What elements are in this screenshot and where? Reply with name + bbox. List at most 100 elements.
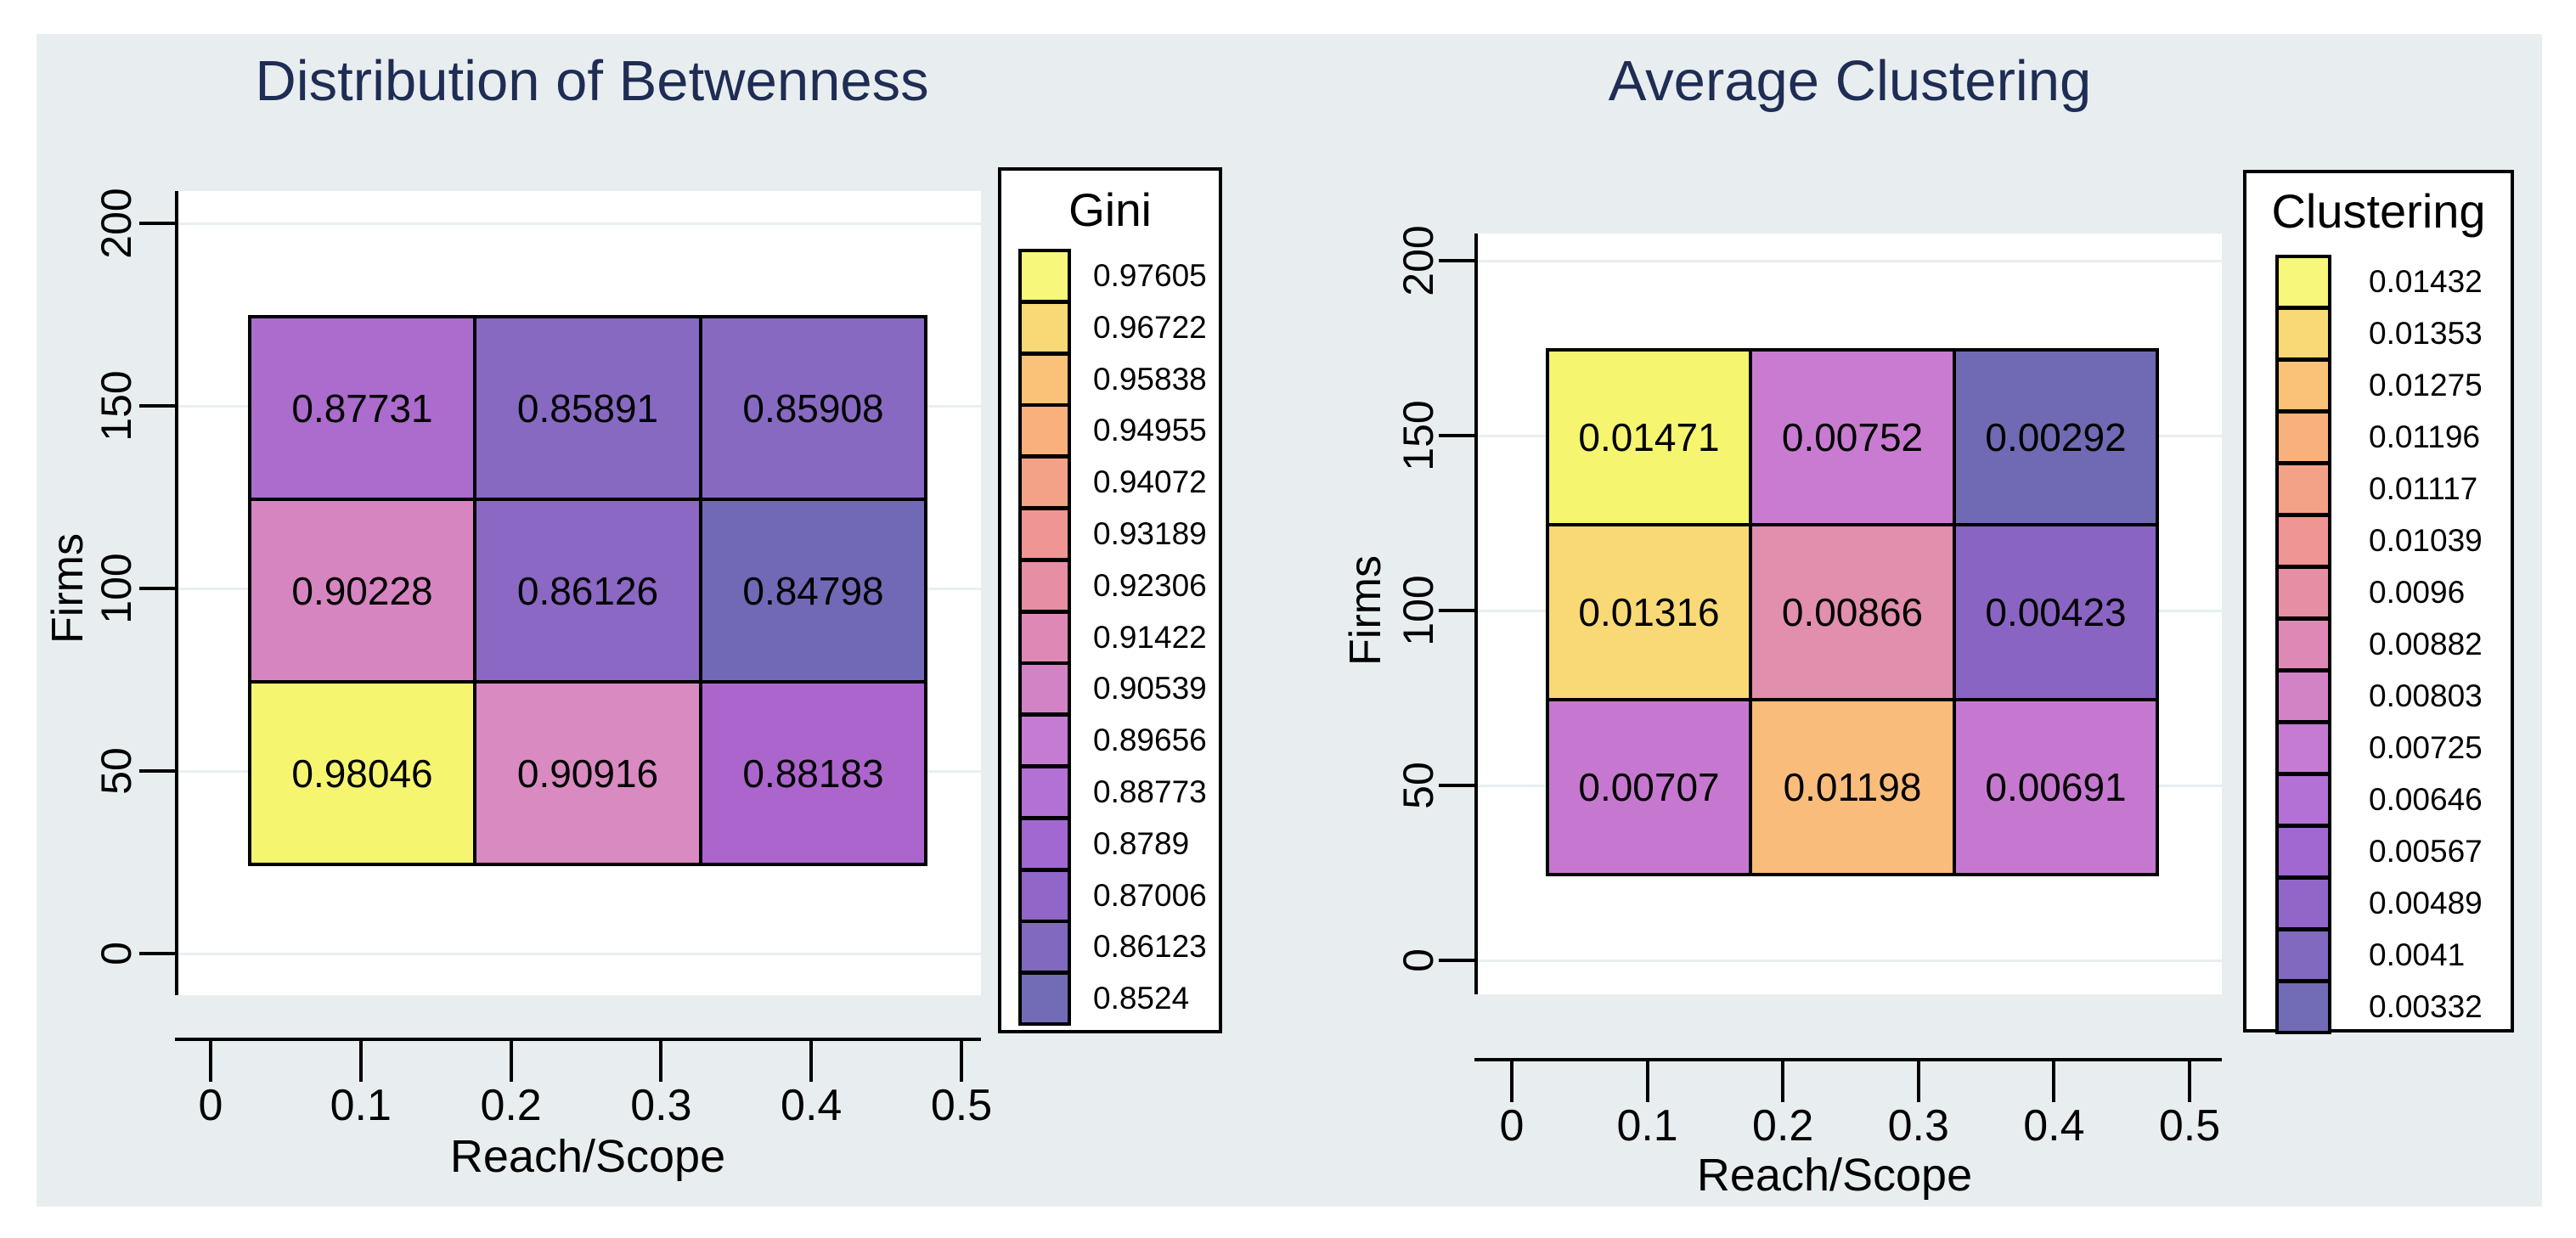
legend-label: 0.00882 bbox=[2369, 627, 2483, 661]
cell-value: 0.88183 bbox=[742, 751, 884, 796]
y-tick bbox=[1439, 784, 1474, 787]
legend-swatch bbox=[2275, 514, 2331, 568]
x-tick bbox=[1510, 1061, 1513, 1102]
y-tick bbox=[139, 222, 175, 225]
x-tick-label: 0 bbox=[198, 1081, 223, 1130]
y-tick bbox=[139, 952, 175, 955]
legend-swatch bbox=[1018, 816, 1071, 871]
legend-swatch bbox=[1018, 713, 1071, 768]
heatmap-cell: 0.00707 bbox=[1546, 698, 1752, 876]
legend-label: 0.00332 bbox=[2369, 989, 2483, 1024]
y-tick bbox=[139, 587, 175, 590]
legend-swatch bbox=[2275, 462, 2331, 516]
y-tick bbox=[139, 769, 175, 773]
y-tick-label: 0 bbox=[1395, 948, 1442, 972]
y-tick-label: 150 bbox=[1395, 400, 1442, 471]
legend-swatch bbox=[2275, 410, 2331, 464]
cell-value: 0.86126 bbox=[516, 568, 659, 613]
legend-label: 0.01117 bbox=[2369, 471, 2478, 506]
legend-swatch bbox=[2275, 669, 2331, 723]
x-axis-line bbox=[1474, 1058, 2222, 1061]
legend-label: 0.86123 bbox=[1093, 929, 1207, 965]
legend-swatch bbox=[2275, 721, 2331, 775]
y-tick bbox=[1439, 259, 1474, 262]
legend-swatch bbox=[2275, 980, 2331, 1034]
x-axis-line bbox=[175, 1038, 981, 1041]
cell-value: 0.01198 bbox=[1783, 765, 1922, 809]
legend-swatch bbox=[2275, 928, 2331, 982]
legend-label: 0.01275 bbox=[2369, 368, 2483, 402]
legend-label: 0.87006 bbox=[1093, 877, 1207, 913]
legend-label: 0.00803 bbox=[2369, 678, 2483, 713]
legend-swatch bbox=[1018, 403, 1071, 459]
legend-swatch bbox=[1018, 352, 1071, 407]
legend-label: 0.89656 bbox=[1093, 723, 1207, 758]
cell-value: 0.90228 bbox=[291, 568, 433, 613]
y-tick-label: 100 bbox=[1395, 575, 1442, 646]
x-tick bbox=[1645, 1061, 1649, 1102]
legend-swatch bbox=[2275, 566, 2331, 620]
legend-label: 0.8524 bbox=[1093, 981, 1190, 1016]
chart-title: Distribution of Betwenness bbox=[255, 49, 929, 113]
heatmap-cell: 0.00423 bbox=[1953, 523, 2159, 701]
y-tick-label: 50 bbox=[1395, 762, 1442, 809]
x-tick-label: 0.4 bbox=[781, 1081, 843, 1130]
y-tick bbox=[1439, 959, 1474, 962]
legend-label: 0.01196 bbox=[2369, 419, 2480, 454]
legend-label: 0.97605 bbox=[1093, 258, 1207, 293]
x-tick-label: 0.1 bbox=[330, 1081, 392, 1130]
legend-swatch bbox=[2275, 617, 2331, 672]
cell-value: 0.00691 bbox=[1985, 765, 2127, 809]
x-tick bbox=[1781, 1061, 1785, 1102]
x-tick bbox=[2188, 1061, 2191, 1102]
x-tick-label: 0.1 bbox=[1616, 1101, 1678, 1151]
chart-title: Average Clustering bbox=[1608, 49, 2092, 113]
legend-swatch bbox=[2275, 824, 2331, 879]
cell-value: 0.00866 bbox=[1781, 590, 1924, 634]
legend-title: Gini bbox=[1068, 183, 1152, 236]
legend-swatch bbox=[2275, 773, 2331, 827]
cell-value: 0.84798 bbox=[742, 568, 884, 613]
cell-value: 0.85891 bbox=[516, 385, 659, 430]
cell-value: 0.01471 bbox=[1578, 415, 1720, 459]
x-tick bbox=[1916, 1061, 1920, 1102]
legend-swatch bbox=[1018, 300, 1071, 355]
heatmap-cell: 0.00866 bbox=[1749, 523, 1956, 701]
y-axis-line bbox=[175, 191, 178, 995]
x-tick bbox=[960, 1041, 963, 1082]
legend-swatch bbox=[2275, 255, 2331, 309]
heatmap-cell: 0.88183 bbox=[699, 680, 927, 866]
legend-label: 0.95838 bbox=[1093, 361, 1207, 397]
legend-label: 0.01039 bbox=[2369, 523, 2483, 558]
legend-label: 0.94072 bbox=[1093, 464, 1207, 500]
y-tick-label: 200 bbox=[1395, 225, 1442, 296]
legend-swatch bbox=[1018, 558, 1071, 613]
legend-label: 0.00567 bbox=[2369, 834, 2483, 869]
grid-line bbox=[178, 953, 981, 955]
heatmap-cell: 0.85908 bbox=[699, 315, 927, 501]
legend-label: 0.00725 bbox=[2369, 730, 2483, 765]
heatmap-cell: 0.85891 bbox=[473, 315, 702, 501]
x-tick-label: 0.3 bbox=[1887, 1101, 1949, 1151]
grid-line bbox=[1478, 260, 2222, 262]
legend-swatch bbox=[2275, 358, 2331, 413]
heatmap-cell: 0.01198 bbox=[1749, 698, 1956, 876]
heatmap-cell: 0.01471 bbox=[1546, 348, 1752, 526]
legend-label: 0.8789 bbox=[1093, 825, 1190, 861]
y-axis-line bbox=[1474, 234, 1478, 994]
x-tick bbox=[509, 1041, 513, 1082]
legend-label: 0.00646 bbox=[2369, 782, 2483, 817]
x-tick bbox=[2052, 1061, 2056, 1102]
x-tick-label: 0 bbox=[1499, 1101, 1525, 1151]
cell-value: 0.00707 bbox=[1578, 765, 1720, 809]
x-tick-label: 0.5 bbox=[930, 1081, 993, 1130]
legend-label: 0.88773 bbox=[1093, 774, 1207, 809]
heatmap-cell: 0.00752 bbox=[1749, 348, 1956, 526]
x-tick-label: 0.2 bbox=[480, 1081, 542, 1130]
heatmap-cell: 0.00292 bbox=[1953, 348, 2159, 526]
legend-label: 0.93189 bbox=[1093, 516, 1207, 551]
legend-swatch bbox=[1018, 661, 1071, 717]
heatmap-cell: 0.01316 bbox=[1546, 523, 1752, 701]
